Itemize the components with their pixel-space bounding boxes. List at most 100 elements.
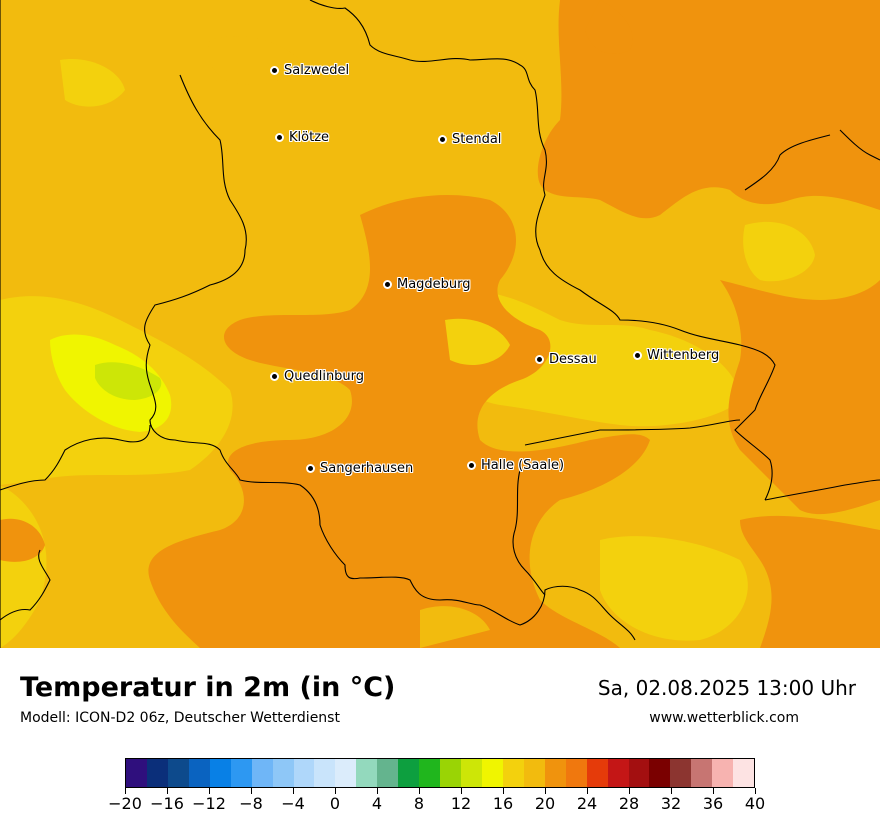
city-marker-quedlinburg[interactable]: Quedlinburg [270, 369, 364, 384]
legend-tick [545, 788, 546, 794]
legend-tick [335, 788, 336, 794]
legend-swatch [188, 759, 210, 787]
city-label: Sangerhausen [320, 461, 414, 476]
legend-swatch [691, 759, 713, 787]
field-warm-yellow-ne [743, 221, 815, 282]
legend-tick [587, 788, 588, 794]
legend-swatch [712, 759, 734, 787]
legend-swatch [272, 759, 294, 787]
legend-tick [209, 788, 210, 794]
city-dot-icon [438, 135, 447, 144]
city-marker-kloetze[interactable]: Klötze [275, 130, 329, 145]
city-marker-halle[interactable]: Halle (Saale) [467, 458, 564, 473]
city-label: Halle (Saale) [481, 458, 565, 473]
legend-swatch [167, 759, 189, 787]
legend-swatch [419, 759, 441, 787]
legend-tick [167, 788, 168, 794]
legend-tick-label: 32 [660, 794, 682, 813]
legend-swatch [293, 759, 315, 787]
legend-swatch [230, 759, 252, 787]
city-marker-dessau[interactable]: Dessau [535, 352, 597, 367]
model-info: Modell: ICON-D2 06z, Deutscher Wetterdie… [20, 710, 340, 726]
legend-tick [503, 788, 504, 794]
city-dot-icon [306, 464, 315, 473]
city-marker-salzwedel[interactable]: Salzwedel [270, 63, 349, 78]
field-patch-2 [445, 318, 510, 365]
legend-tick [461, 788, 462, 794]
legend-tick [377, 788, 378, 794]
field-orange-east [720, 280, 880, 515]
legend-tick-label: 40 [744, 794, 766, 813]
legend-tick-label: −20 [108, 794, 142, 813]
field-orange-se [740, 515, 880, 648]
city-marker-sangerhausen[interactable]: Sangerhausen [306, 461, 413, 476]
legend-swatch [649, 759, 671, 787]
legend-swatch [314, 759, 336, 787]
legend-tick [251, 788, 252, 794]
legend-tick-label: 36 [702, 794, 724, 813]
legend-swatch [733, 759, 755, 787]
legend-tick-label: −4 [281, 794, 305, 813]
legend-swatch [544, 759, 566, 787]
legend-tick-label: 8 [413, 794, 425, 813]
color-scale-legend [125, 758, 755, 788]
legend-tick-label: 0 [329, 794, 341, 813]
legend-swatch [209, 759, 231, 787]
field-orange-sw [0, 518, 45, 562]
city-label: Dessau [549, 352, 597, 367]
legend-swatch [251, 759, 273, 787]
city-dot-icon [270, 372, 279, 381]
legend-tick-label: 28 [618, 794, 640, 813]
legend-tick [755, 788, 756, 794]
legend-swatch [502, 759, 524, 787]
legend-swatch [586, 759, 608, 787]
city-dot-icon [633, 351, 642, 360]
legend-swatch [440, 759, 461, 787]
legend-tick [419, 788, 420, 794]
legend-tick-label: −16 [150, 794, 184, 813]
city-marker-magdeburg[interactable]: Magdeburg [383, 277, 471, 292]
forecast-datetime: Sa, 02.08.2025 13:00 Uhr [597, 676, 856, 700]
legend-swatch [670, 759, 692, 787]
map-footer: Temperatur in 2m (in °C) Modell: ICON-D2… [0, 648, 880, 830]
website-link[interactable]: www.wetterblick.com [649, 710, 799, 726]
field-patch-3 [420, 606, 490, 648]
field-warm-yellow-se [600, 536, 748, 641]
city-label: Magdeburg [397, 277, 471, 292]
legend-tick-label: −12 [192, 794, 226, 813]
legend-tick [629, 788, 630, 794]
legend-swatch [628, 759, 650, 787]
city-dot-icon [383, 280, 392, 289]
city-marker-wittenberg[interactable]: Wittenberg [633, 348, 719, 363]
temperature-map[interactable]: Salzwedel Klötze Stendal Magdeburg Dessa… [0, 0, 880, 648]
state-borders [0, 0, 880, 648]
legend-swatch [335, 759, 357, 787]
legend-tick-label: −8 [239, 794, 263, 813]
legend-swatch [356, 759, 378, 787]
legend-swatch [523, 759, 545, 787]
city-label: Salzwedel [284, 63, 350, 78]
city-dot-icon [467, 461, 476, 470]
legend-swatch [461, 759, 482, 787]
legend-tick [125, 788, 126, 794]
city-label: Stendal [452, 132, 502, 147]
legend-tick-label: 16 [492, 794, 514, 813]
legend-swatch [126, 759, 147, 787]
field-orange-top [585, 0, 633, 54]
field-orange-ne [537, 0, 880, 219]
legend-tick-label: 20 [534, 794, 556, 813]
legend-tick-label: 24 [576, 794, 598, 813]
field-green-yellow-harz [95, 362, 162, 400]
legend-tick-label: 12 [450, 794, 472, 813]
city-dot-icon [270, 66, 279, 75]
map-title: Temperatur in 2m (in °C) [20, 672, 396, 703]
city-label: Klötze [289, 130, 330, 145]
legend-swatch [565, 759, 587, 787]
legend-swatch [377, 759, 399, 787]
legend-swatch [481, 759, 503, 787]
legend-tick [293, 788, 294, 794]
field-orange-center [148, 195, 650, 648]
city-marker-stendal[interactable]: Stendal [438, 132, 501, 147]
legend-swatch [398, 759, 420, 787]
legend-tick-label: 4 [371, 794, 383, 813]
